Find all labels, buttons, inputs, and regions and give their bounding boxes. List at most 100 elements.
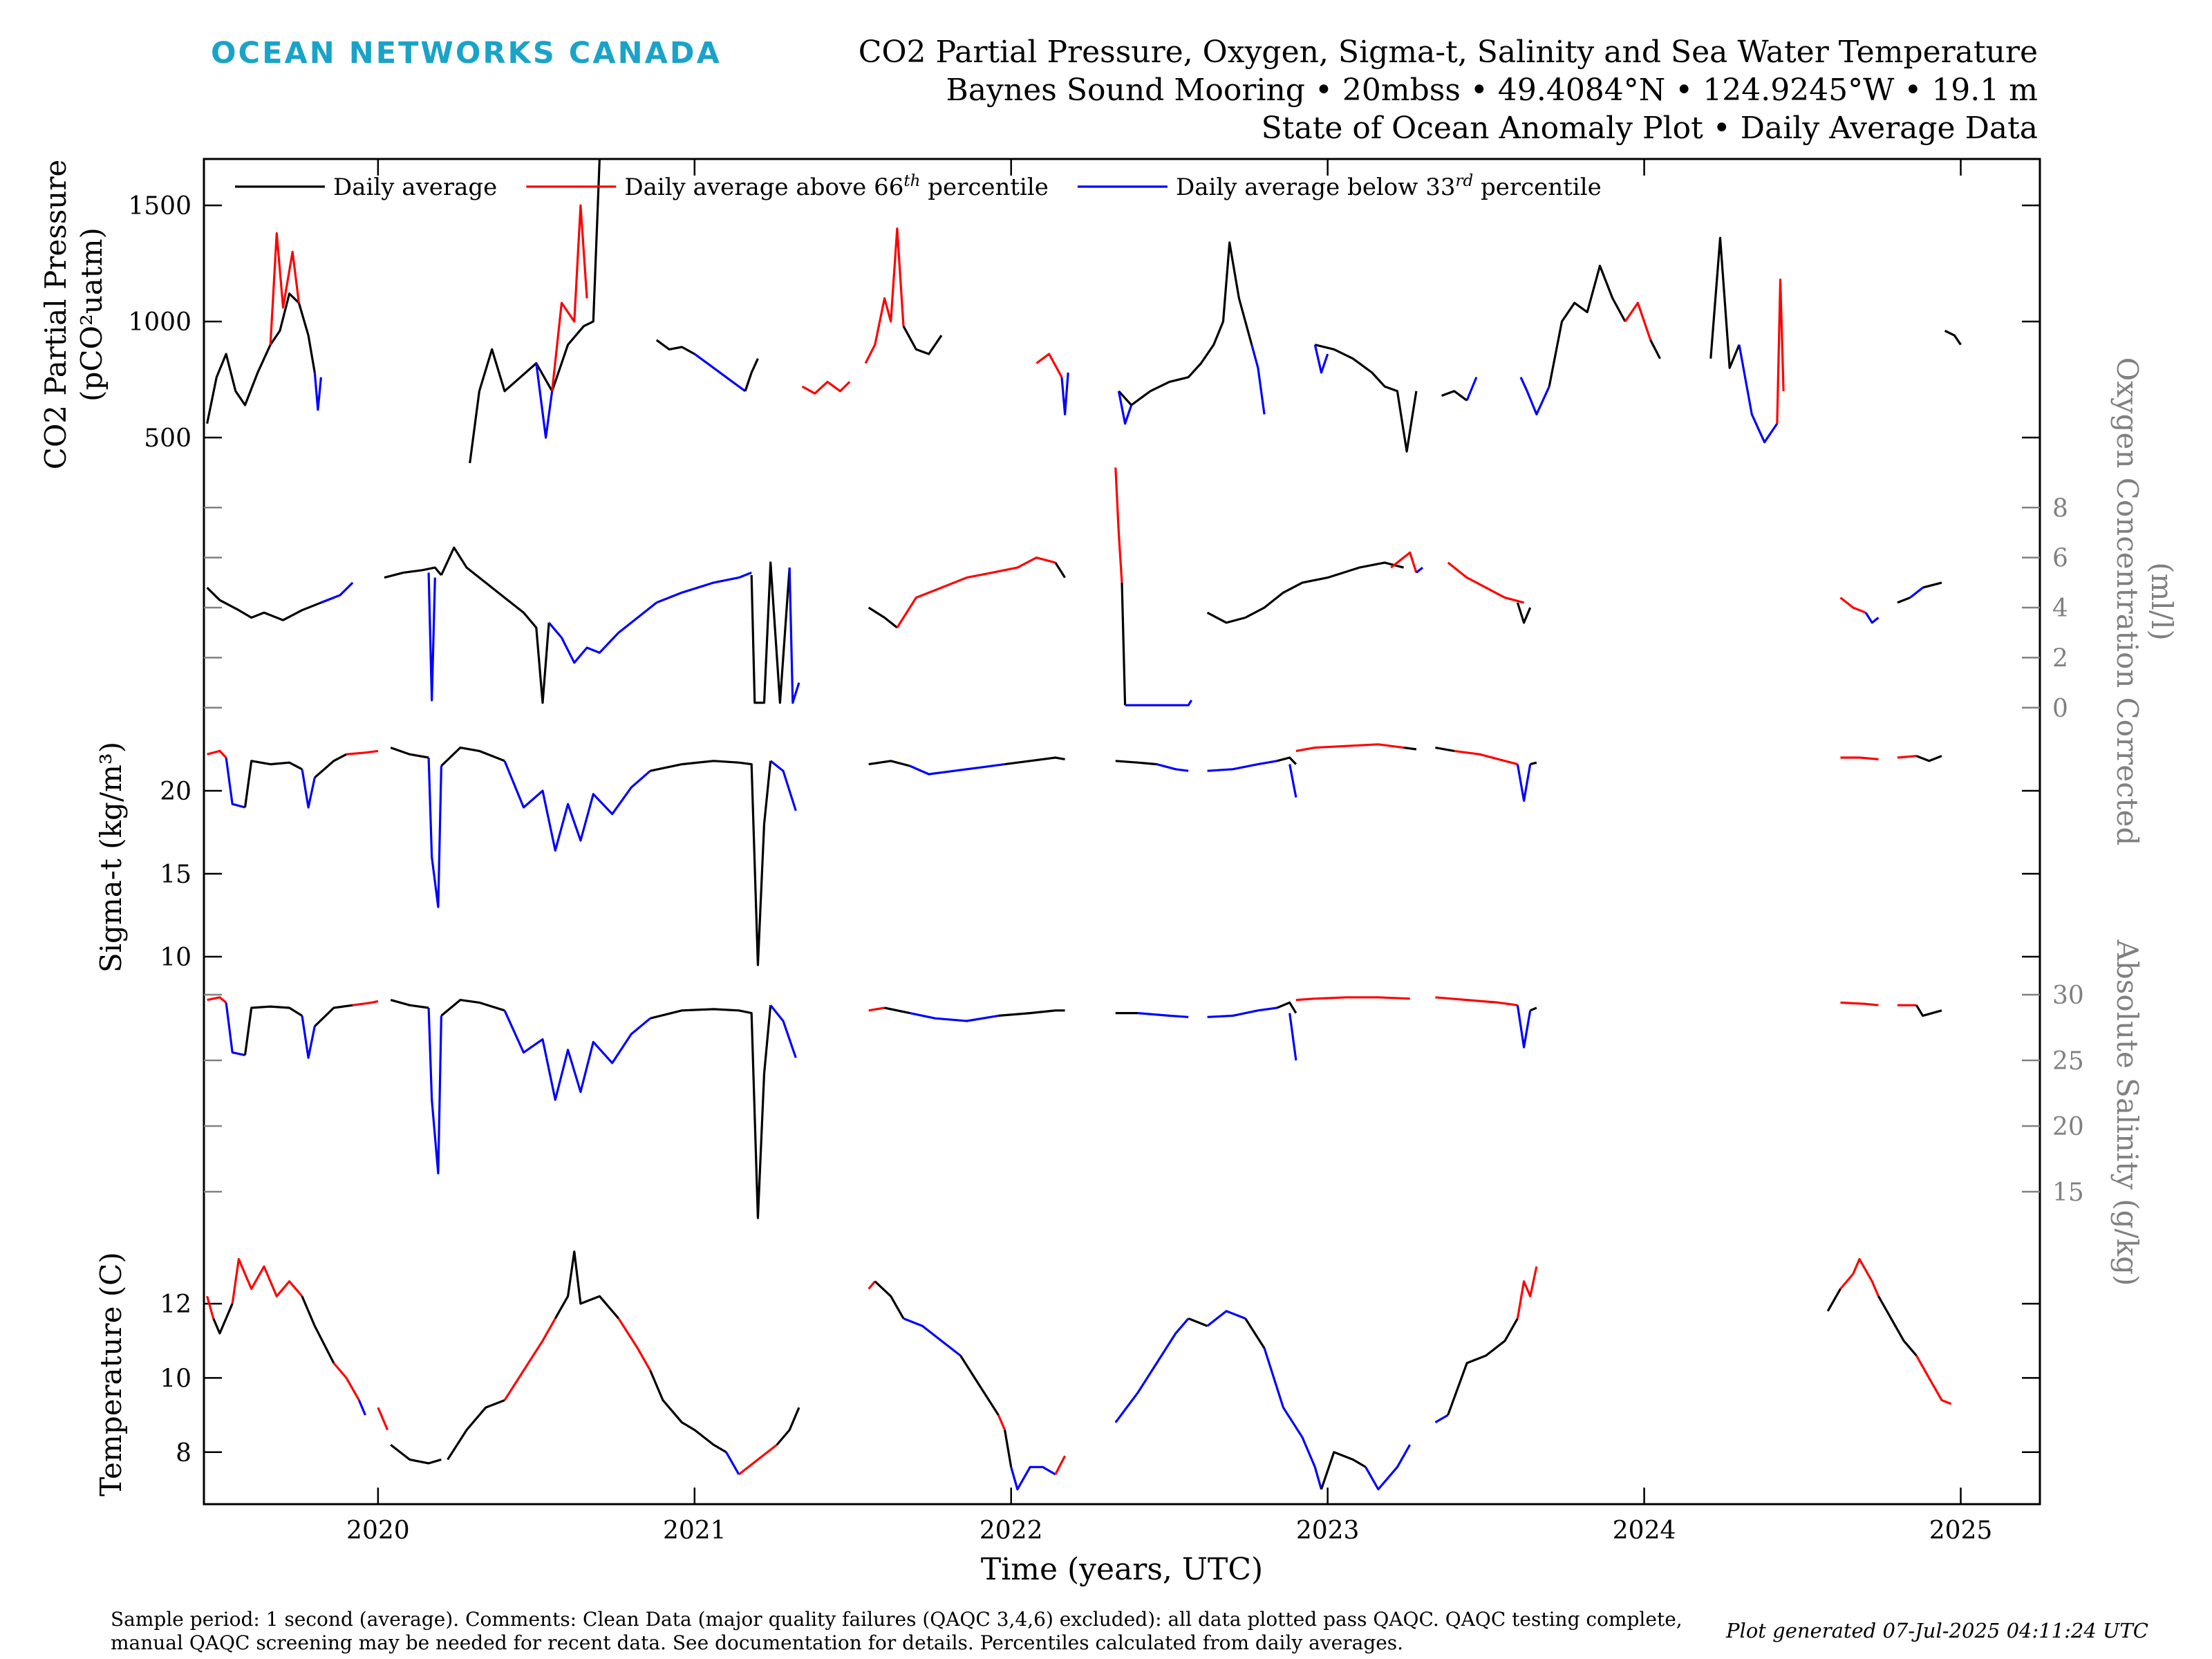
series-segment-avg — [1530, 1006, 1537, 1012]
series-segment-above — [1054, 1455, 1067, 1475]
series-segment-above — [1114, 467, 1123, 583]
series-segment-below — [1864, 612, 1880, 624]
y-tick-label: 15 — [160, 861, 191, 889]
series-segment-avg — [776, 1407, 800, 1446]
series-segment-below — [1117, 391, 1133, 425]
series-segment-below — [503, 760, 651, 852]
series-segment-avg — [1054, 562, 1066, 579]
series-segment-avg — [1314, 344, 1418, 453]
series-segment-above — [1295, 743, 1404, 752]
series-segment-below — [1288, 1013, 1297, 1061]
series-segment-avg — [1915, 755, 1942, 762]
y-tick-label: 25 — [2052, 1047, 2084, 1076]
series-segment-below — [1207, 760, 1277, 772]
series-segment-below — [547, 601, 657, 664]
series-segment-avg — [1435, 747, 1455, 752]
x-axis-label: Time (years, UTC) — [981, 1552, 1263, 1587]
series-segment-avg — [650, 1005, 772, 1219]
series-segment-below — [909, 1012, 999, 1022]
series-segment-avg — [206, 292, 316, 424]
series-segment-below — [1365, 1444, 1412, 1491]
series-segment-below — [427, 1007, 442, 1175]
chart-title-line-2: Baynes Sound Mooring • 20mbss • 49.4084°… — [946, 73, 2038, 108]
series-segment-avg — [959, 1355, 1000, 1416]
series-segment-above — [207, 749, 227, 759]
series-segment-avg — [1826, 1288, 1841, 1312]
series-segment-avg — [1649, 339, 1661, 359]
series-segment-below — [725, 1452, 740, 1475]
series-segment-above — [1897, 755, 1917, 759]
series-segment-above — [551, 204, 588, 391]
series-segment-avg — [1276, 1001, 1297, 1014]
series-segment-avg — [868, 760, 910, 767]
y-tick-label: 8 — [2052, 494, 2068, 523]
series-segment-above — [503, 1318, 556, 1401]
series-segment-below — [1288, 764, 1297, 798]
series-segment-below — [909, 763, 1005, 776]
panel-oxygen: 0 2 4 6 8 Oxygen Concentration Corrected (ml/l… — [204, 357, 2179, 845]
series-segment-avg — [1915, 1004, 1942, 1018]
series-segment-avg — [447, 1399, 505, 1461]
series-segment-avg — [243, 760, 303, 808]
plot-generated-timestamp: Plot generated 07-Jul-2025 04:11:24 UTC — [1726, 1619, 2148, 1642]
series-segment-below — [1114, 1318, 1190, 1423]
series-segment-below — [1738, 344, 1779, 444]
series-segment-avg — [1121, 582, 1127, 706]
series-segment-above — [864, 227, 905, 364]
series-segment-below — [903, 1317, 962, 1357]
legend-label-below: Daily average below 33rd percentile — [1176, 172, 1602, 201]
series-segment-above — [352, 1000, 379, 1006]
series-segment-above — [1447, 561, 1525, 604]
series-segment-avg — [301, 1295, 335, 1364]
series-segment-avg — [440, 998, 505, 1017]
series-segment-avg — [212, 1303, 234, 1335]
series-segment-below — [503, 1010, 651, 1101]
x-tick-label: 2022 — [980, 1517, 1043, 1545]
series-segment-below — [1516, 764, 1532, 803]
y-tick-label: 0 — [2052, 695, 2068, 723]
series-segment-avg — [243, 1005, 303, 1056]
series-segment-avg — [998, 1009, 1065, 1017]
series-segment-avg — [1709, 236, 1741, 369]
series-segment-above — [269, 232, 300, 345]
series-segment-avg — [206, 586, 335, 621]
series-segment-below — [225, 757, 245, 809]
series-segment-above — [377, 1407, 389, 1431]
y-tick-label: 1000 — [128, 308, 191, 337]
y-tick-label: 1500 — [128, 192, 191, 221]
series-segment-avg — [1530, 761, 1537, 766]
series-segment-above — [896, 556, 1056, 628]
series-segment-avg — [1516, 602, 1532, 624]
series-segment-avg — [1115, 760, 1157, 766]
series-segment-avg — [874, 1280, 905, 1320]
x-tick-label: 2025 — [1929, 1517, 1993, 1545]
series-segment-avg — [1877, 1295, 1918, 1357]
series-segment-above — [231, 1257, 303, 1304]
series-segment-avg — [1944, 330, 1962, 346]
series-segment-below — [1434, 1414, 1449, 1424]
series-segment-below — [225, 1002, 245, 1056]
series-segment-avg — [868, 606, 898, 629]
series-segment-avg — [314, 1004, 353, 1027]
y-tick-label: 500 — [144, 424, 191, 453]
series-segment-above — [1295, 996, 1410, 1002]
chart-title-line-3: State of Ocean Anomaly Plot • Daily Aver… — [1261, 111, 2038, 146]
series-segment-below — [1137, 1012, 1189, 1018]
chart-title-line-1: CO2 Partial Pressure, Oxygen, Sigma-t, S… — [858, 35, 2038, 70]
y-axis-label: CO2 Partial Pressure — [39, 160, 73, 470]
series-segment-above — [346, 749, 379, 756]
series-segment-above — [1454, 749, 1518, 766]
y-tick-label: 30 — [2052, 982, 2084, 1010]
y-axis-label: Absolute Salinity (g/kg) — [2110, 939, 2144, 1286]
series-segment-above — [207, 996, 227, 1004]
y-tick-label: 20 — [2052, 1113, 2084, 1141]
series-segment-avg — [884, 1006, 910, 1015]
x-tick-label: 2020 — [346, 1517, 410, 1545]
series-segment-avg — [1320, 1451, 1367, 1490]
series-segment-avg — [1922, 581, 1942, 589]
series-segment-below — [313, 372, 322, 411]
series-segment-above — [868, 1006, 885, 1012]
series-segment-below — [1263, 1347, 1323, 1490]
y-axis-label: (ml/l) — [2145, 562, 2179, 641]
